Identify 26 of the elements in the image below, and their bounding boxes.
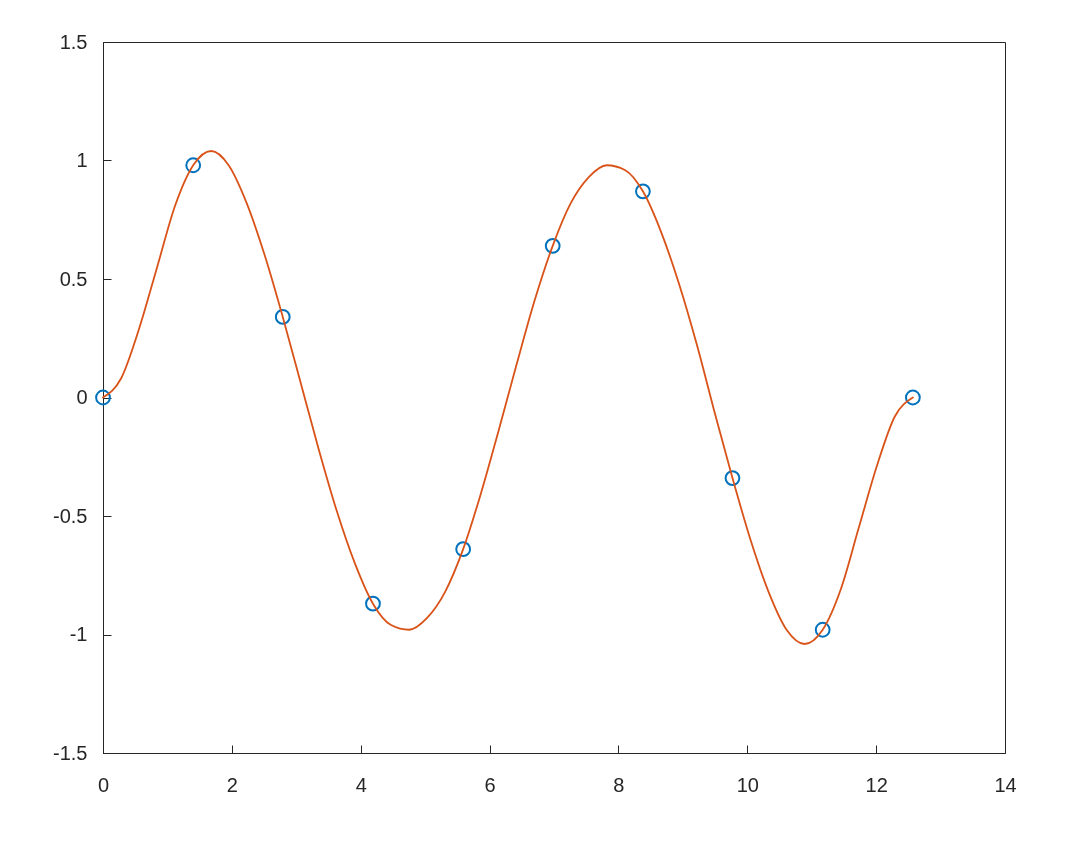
x-tick-label: 2 bbox=[226, 773, 238, 796]
y-tick-label: 1 bbox=[76, 149, 88, 171]
point bbox=[544, 237, 561, 254]
x-tick-label: 4 bbox=[355, 773, 367, 796]
x-tick-label: 10 bbox=[736, 773, 759, 796]
point bbox=[814, 621, 831, 638]
point bbox=[724, 470, 741, 486]
x-tick-label: 14 bbox=[994, 773, 1017, 796]
x-tick-label: 8 bbox=[613, 773, 625, 796]
point bbox=[185, 157, 202, 174]
point bbox=[455, 541, 472, 558]
y-tick-label: -1 bbox=[69, 623, 88, 645]
point bbox=[274, 309, 291, 325]
x-tick-label: 6 bbox=[484, 773, 496, 796]
y-tick-label: -1.5 bbox=[53, 741, 88, 764]
x-tick-label: 12 bbox=[865, 773, 888, 796]
y-tick-label: 0 bbox=[76, 386, 88, 408]
point bbox=[365, 595, 381, 612]
point bbox=[635, 183, 651, 200]
line-series bbox=[102, 150, 914, 645]
y-tick-label: 1.5 bbox=[59, 30, 88, 53]
point bbox=[95, 389, 111, 406]
x-tick-label: 0 bbox=[97, 773, 110, 796]
point bbox=[904, 389, 921, 406]
y-tick-label: -0.5 bbox=[53, 504, 88, 527]
y-tick-label: 0.5 bbox=[59, 267, 88, 290]
